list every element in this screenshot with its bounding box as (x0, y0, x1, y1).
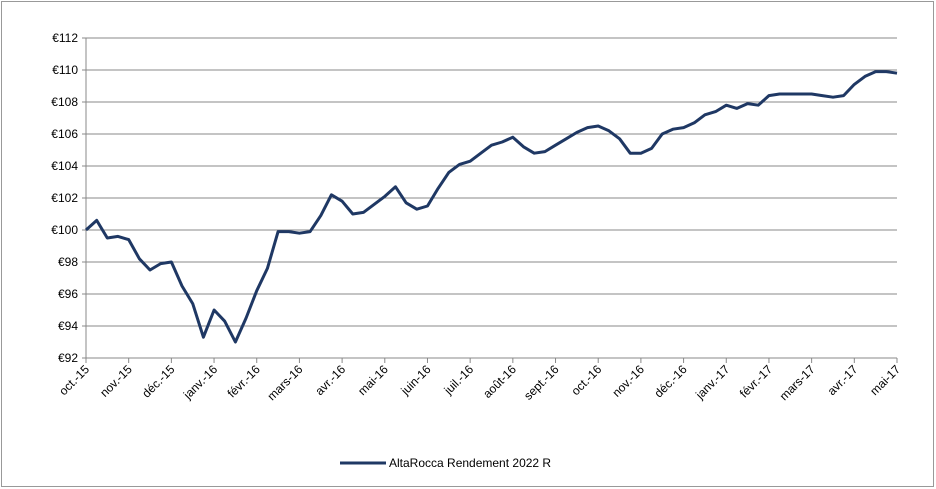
y-tick-label: €100 (51, 223, 78, 237)
legend-label: AltaRocca Rendement 2022 R (389, 456, 551, 470)
y-tick-label: €112 (52, 31, 78, 45)
y-tick-label: €94 (58, 319, 78, 333)
line-series (84, 70, 898, 344)
y-tick-label: €108 (51, 95, 78, 109)
y-tick-label: €106 (51, 127, 78, 141)
y-tick-label: €96 (58, 287, 78, 301)
y-tick-label: €102 (51, 191, 78, 205)
y-tick-label: €110 (52, 63, 78, 77)
y-tick-label: €104 (51, 159, 78, 173)
y-tick-label: €98 (58, 255, 78, 269)
y-tick-label: €92 (58, 351, 78, 365)
